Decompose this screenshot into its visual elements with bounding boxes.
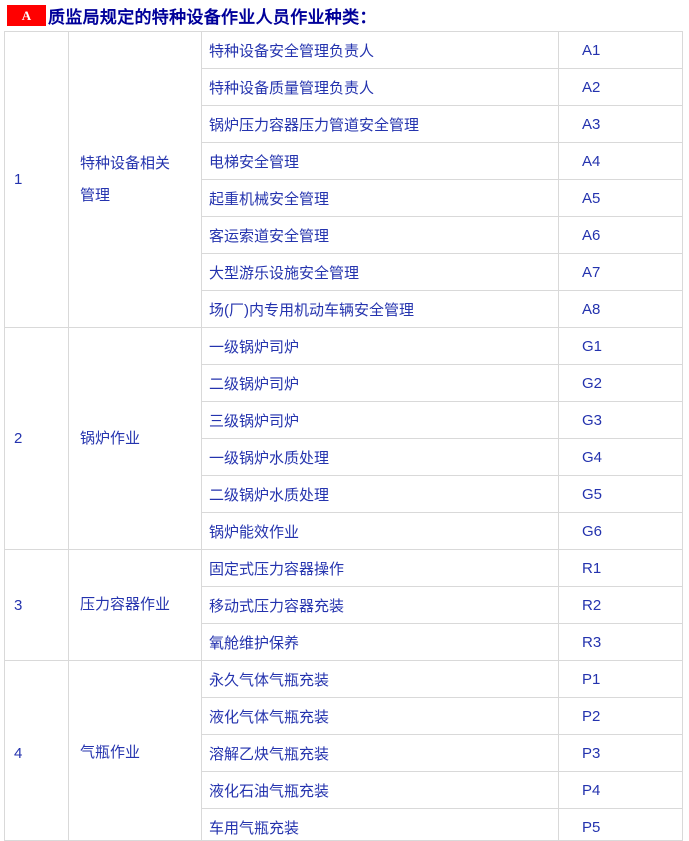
table-row: 锅炉压力容器压力管道安全管理 A3 <box>5 105 683 143</box>
table-row: 锅炉能效作业 G6 <box>5 512 683 550</box>
job-name-cell: 特种设备安全管理负责人 <box>201 31 559 69</box>
table-row: 溶解乙炔气瓶充装 P3 <box>5 734 683 772</box>
group-category-label: 锅炉作业 <box>80 429 141 447</box>
job-name-cell: 车用气瓶充装 <box>201 808 559 841</box>
job-name-cell: 二级锅炉司炉 <box>201 364 559 402</box>
job-code-cell: G5 <box>558 475 683 513</box>
job-name-cell: 场(厂)内专用机动车辆安全管理 <box>201 290 559 328</box>
table-row: 场(厂)内专用机动车辆安全管理 A8 <box>5 290 683 328</box>
table-row: 电梯安全管理 A4 <box>5 142 683 180</box>
table-row: 起重机械安全管理 A5 <box>5 179 683 217</box>
group-number-cell: 4 <box>4 660 69 841</box>
job-name-cell: 特种设备质量管理负责人 <box>201 68 559 106</box>
table-row: 4 气瓶作业 永久气体气瓶充装 P1 <box>4 660 683 841</box>
job-name-cell: 溶解乙炔气瓶充装 <box>201 734 559 772</box>
categories-table-body: 1 特种设备相关管理 特种设备安全管理负责人 A1 特种设备质量管理负责人 A2 锅炉压力容… <box>4 31 683 841</box>
table-row: 车用气瓶充装 P5 <box>5 808 683 841</box>
table-row: 液化石油气瓶充装 P4 <box>5 771 683 809</box>
job-name-cell: 客运索道安全管理 <box>201 216 559 254</box>
group-category-label: 特种设备相关管理 <box>80 154 171 204</box>
group-category-label: 气瓶作业 <box>80 744 141 761</box>
job-name-cell: 固定式压力容器操作 <box>201 549 559 587</box>
job-code-cell: G6 <box>558 512 683 550</box>
job-name-cell: 二级锅炉水质处理 <box>201 475 559 513</box>
categories-table: 1 特种设备相关管理 特种设备安全管理负责人 A1 特种设备质量管理负责人 A2 锅炉压力容… <box>4 31 683 841</box>
page-title: 质监局规定的特种设备作业人员作业种类： <box>48 8 377 27</box>
table-row: 1 特种设备相关管理 特种设备安全管理负责人 A1 <box>4 31 683 328</box>
section-badge: A <box>7 5 46 26</box>
group-number-cell: 1 <box>4 31 69 328</box>
job-code-cell: P5 <box>558 808 683 841</box>
table-row: 二级锅炉水质处理 G5 <box>5 475 683 513</box>
job-code-cell: A3 <box>558 105 683 143</box>
job-name-cell: 液化石油气瓶充装 <box>201 771 559 809</box>
job-code-cell: A4 <box>558 142 683 180</box>
job-code-cell: P1 <box>558 660 683 698</box>
job-name-cell: 一级锅炉水质处理 <box>201 438 559 476</box>
group-category-cell: 气瓶作业 <box>68 660 202 841</box>
job-name-cell: 氧舱维护保养 <box>201 623 559 661</box>
group-number-cell: 3 <box>4 549 69 661</box>
job-code-cell: G1 <box>558 327 683 365</box>
job-code-cell: R3 <box>558 623 683 661</box>
table-row: 氧舱维护保养 R3 <box>5 623 683 661</box>
job-code-cell: A8 <box>558 290 683 328</box>
job-code-cell: A7 <box>558 253 683 291</box>
table-row: 三级锅炉司炉 G3 <box>5 401 683 439</box>
job-code-cell: P4 <box>558 771 683 809</box>
job-name-cell: 电梯安全管理 <box>201 142 559 180</box>
group-category-cell: 压力容器作业 <box>68 549 202 661</box>
job-code-cell: A2 <box>558 68 683 106</box>
job-name-cell: 锅炉压力容器压力管道安全管理 <box>201 105 559 143</box>
job-code-cell: A5 <box>558 179 683 217</box>
job-name-cell: 三级锅炉司炉 <box>201 401 559 439</box>
job-name-cell: 一级锅炉司炉 <box>201 327 559 365</box>
job-name-cell: 大型游乐设施安全管理 <box>201 253 559 291</box>
group-number-cell: 2 <box>4 327 69 550</box>
group-category-label: 压力容器作业 <box>80 596 171 613</box>
section-header: A 质监局规定的特种设备作业人员作业种类： <box>0 0 689 31</box>
job-code-cell: A6 <box>558 216 683 254</box>
job-code-cell: R2 <box>558 586 683 624</box>
job-name-cell: 起重机械安全管理 <box>201 179 559 217</box>
job-name-cell: 移动式压力容器充装 <box>201 586 559 624</box>
table-row: 特种设备质量管理负责人 A2 <box>5 68 683 106</box>
job-code-cell: G2 <box>558 364 683 402</box>
table-row: 移动式压力容器充装 R2 <box>5 586 683 624</box>
job-code-cell: P2 <box>558 697 683 735</box>
job-code-cell: G4 <box>558 438 683 476</box>
job-name-cell: 液化气体气瓶充装 <box>201 697 559 735</box>
table-row: 3 压力容器作业 固定式压力容器操作 R1 <box>4 549 683 661</box>
group-category-cell: 锅炉作业 <box>68 327 202 550</box>
table-row: 大型游乐设施安全管理 A7 <box>5 253 683 291</box>
table-row: 液化气体气瓶充装 P2 <box>5 697 683 735</box>
table-row: 2 锅炉作业 一级锅炉司炉 G1 <box>4 327 683 550</box>
job-code-cell: R1 <box>558 549 683 587</box>
job-code-cell: G3 <box>558 401 683 439</box>
job-code-cell: P3 <box>558 734 683 772</box>
job-code-cell: A1 <box>558 31 683 69</box>
table-row: 二级锅炉司炉 G2 <box>5 364 683 402</box>
group-category-cell: 特种设备相关管理 <box>68 31 202 328</box>
job-name-cell: 锅炉能效作业 <box>201 512 559 550</box>
job-name-cell: 永久气体气瓶充装 <box>201 660 559 698</box>
table-row: 客运索道安全管理 A6 <box>5 216 683 254</box>
